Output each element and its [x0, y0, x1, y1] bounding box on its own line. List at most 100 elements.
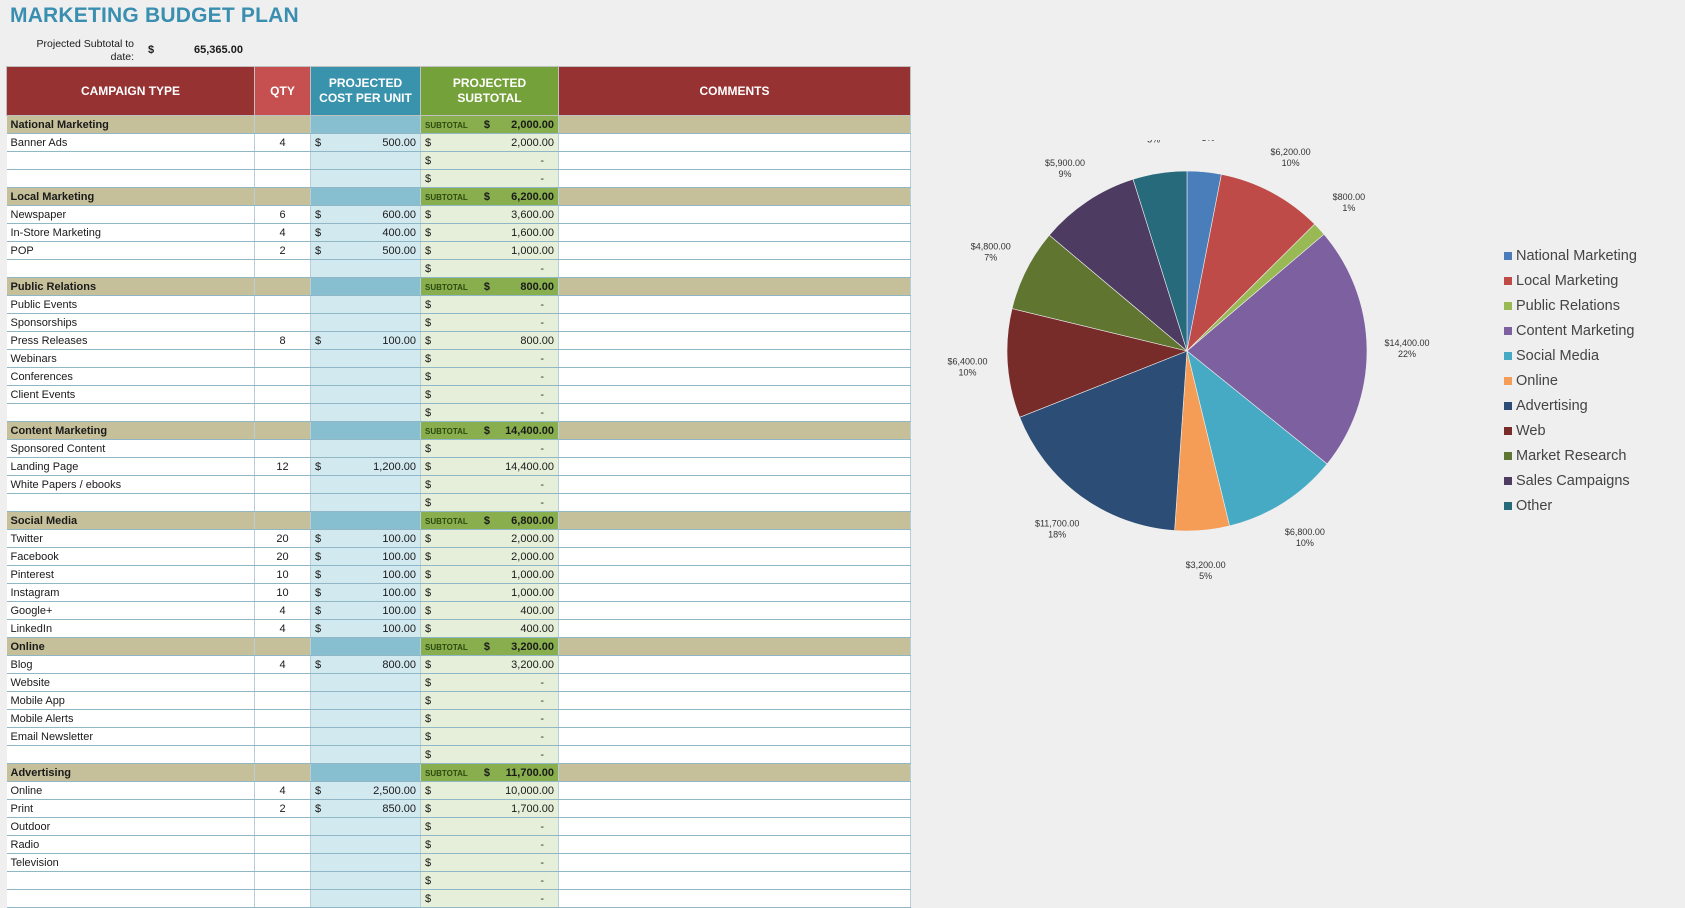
campaign-name-cell[interactable]: Public Events — [6, 295, 255, 314]
comments-cell[interactable] — [558, 403, 911, 422]
subtotal-cell[interactable]: $ - — [420, 313, 559, 332]
header-qty[interactable]: QTY — [254, 66, 311, 116]
subtotal-cell[interactable]: $ - — [420, 385, 559, 404]
comments-cell[interactable] — [558, 781, 911, 800]
subtotal-cell[interactable]: $1,700.00 — [420, 799, 559, 818]
cost-cell[interactable] — [310, 259, 421, 278]
cost-cell[interactable] — [310, 115, 421, 134]
cost-cell[interactable] — [310, 295, 421, 314]
subtotal-cell[interactable]: $3,600.00 — [420, 205, 559, 224]
cost-cell[interactable] — [310, 367, 421, 386]
category-name[interactable]: Online — [6, 637, 255, 656]
pie-slice-social-media[interactable] — [1186, 350, 1328, 527]
cost-cell[interactable] — [310, 385, 421, 404]
comments-cell[interactable] — [558, 349, 911, 368]
comments-cell[interactable] — [558, 691, 911, 710]
comments-cell[interactable] — [558, 475, 911, 494]
qty-cell[interactable] — [254, 727, 311, 746]
subtotal-cell[interactable]: $2,000.00 — [420, 547, 559, 566]
comments-cell[interactable] — [558, 367, 911, 386]
qty-cell[interactable]: 10 — [254, 583, 311, 602]
legend-item[interactable]: Sales Campaigns — [1504, 468, 1637, 493]
comments-cell[interactable] — [558, 151, 911, 170]
cost-cell[interactable]: $100.00 — [310, 565, 421, 584]
comments-cell[interactable] — [558, 385, 911, 404]
campaign-name-cell[interactable]: Radio — [6, 835, 255, 854]
cost-cell[interactable] — [310, 835, 421, 854]
qty-cell[interactable] — [254, 439, 311, 458]
subtotal-cell[interactable]: $ - — [420, 853, 559, 872]
header-comments[interactable]: COMMENTS — [558, 66, 911, 116]
qty-cell[interactable]: 20 — [254, 529, 311, 548]
campaign-name-cell[interactable]: POP — [6, 241, 255, 260]
qty-cell[interactable] — [254, 691, 311, 710]
campaign-name-cell[interactable]: In-Store Marketing — [6, 223, 255, 242]
subtotal-cell[interactable]: $1,000.00 — [420, 565, 559, 584]
qty-cell[interactable]: 10 — [254, 565, 311, 584]
cost-cell[interactable] — [310, 421, 421, 440]
comments-cell[interactable] — [558, 637, 911, 656]
subtotal-cell[interactable]: $ - — [420, 403, 559, 422]
comments-cell[interactable] — [558, 133, 911, 152]
campaign-name-cell[interactable]: Mobile App — [6, 691, 255, 710]
cost-cell[interactable]: $600.00 — [310, 205, 421, 224]
header-cost-per-unit[interactable]: PROJECTED COST PER UNIT — [310, 66, 421, 116]
comments-cell[interactable] — [558, 277, 911, 296]
qty-cell[interactable] — [254, 637, 311, 656]
subtotal-cell[interactable]: $ - — [420, 475, 559, 494]
legend-item[interactable]: Public Relations — [1504, 293, 1637, 318]
subtotal-cell[interactable]: $ - — [420, 889, 559, 908]
legend-item[interactable]: Local Marketing — [1504, 268, 1637, 293]
subtotal-cell[interactable]: $ - — [420, 727, 559, 746]
qty-cell[interactable] — [254, 493, 311, 512]
campaign-name-cell[interactable]: Landing Page — [6, 457, 255, 476]
subtotal-cell[interactable]: $400.00 — [420, 601, 559, 620]
subtotal-cell[interactable]: $14,400.00 — [420, 457, 559, 476]
comments-cell[interactable] — [558, 241, 911, 260]
subtotal-cell[interactable]: $ - — [420, 817, 559, 836]
legend-item[interactable]: Market Research — [1504, 443, 1637, 468]
cost-cell[interactable] — [310, 871, 421, 890]
qty-cell[interactable] — [254, 403, 311, 422]
category-subtotal-cell[interactable]: SUBTOTAL $6,200.00 — [420, 187, 559, 206]
comments-cell[interactable] — [558, 817, 911, 836]
campaign-name-cell[interactable]: Newspaper — [6, 205, 255, 224]
header-projected-subtotal[interactable]: PROJECTED SUBTOTAL — [420, 66, 559, 116]
cost-cell[interactable]: $500.00 — [310, 241, 421, 260]
qty-cell[interactable] — [254, 115, 311, 134]
comments-cell[interactable] — [558, 529, 911, 548]
campaign-name-cell[interactable]: Twitter — [6, 529, 255, 548]
pie-slice-content-marketing[interactable] — [1186, 233, 1368, 465]
cost-cell[interactable] — [310, 709, 421, 728]
legend-item[interactable]: Content Marketing — [1504, 318, 1637, 343]
cost-cell[interactable]: $850.00 — [310, 799, 421, 818]
campaign-name-cell[interactable]: Pinterest — [6, 565, 255, 584]
category-subtotal-cell[interactable]: SUBTOTAL $11,700.00 — [420, 763, 559, 782]
cost-cell[interactable]: $100.00 — [310, 583, 421, 602]
pie-slice-local-marketing[interactable] — [1186, 173, 1316, 352]
comments-cell[interactable] — [558, 421, 911, 440]
comments-cell[interactable] — [558, 835, 911, 854]
qty-cell[interactable] — [254, 853, 311, 872]
qty-cell[interactable]: 12 — [254, 457, 311, 476]
cost-cell[interactable]: $100.00 — [310, 619, 421, 638]
qty-cell[interactable] — [254, 385, 311, 404]
category-subtotal-cell[interactable]: SUBTOTAL $6,800.00 — [420, 511, 559, 530]
subtotal-cell[interactable]: $ - — [420, 169, 559, 188]
subtotal-cell[interactable]: $10,000.00 — [420, 781, 559, 800]
category-name[interactable]: Advertising — [6, 763, 255, 782]
subtotal-cell[interactable]: $ - — [420, 151, 559, 170]
campaign-name-cell[interactable]: White Papers / ebooks — [6, 475, 255, 494]
qty-cell[interactable] — [254, 277, 311, 296]
cost-cell[interactable] — [310, 313, 421, 332]
cost-cell[interactable]: $100.00 — [310, 601, 421, 620]
qty-cell[interactable] — [254, 421, 311, 440]
category-name[interactable]: Local Marketing — [6, 187, 255, 206]
qty-cell[interactable]: 4 — [254, 655, 311, 674]
qty-cell[interactable] — [254, 313, 311, 332]
qty-cell[interactable]: 4 — [254, 601, 311, 620]
comments-cell[interactable] — [558, 583, 911, 602]
comments-cell[interactable] — [558, 709, 911, 728]
campaign-name-cell[interactable]: LinkedIn — [6, 619, 255, 638]
pie-slice-web[interactable] — [1006, 308, 1188, 418]
